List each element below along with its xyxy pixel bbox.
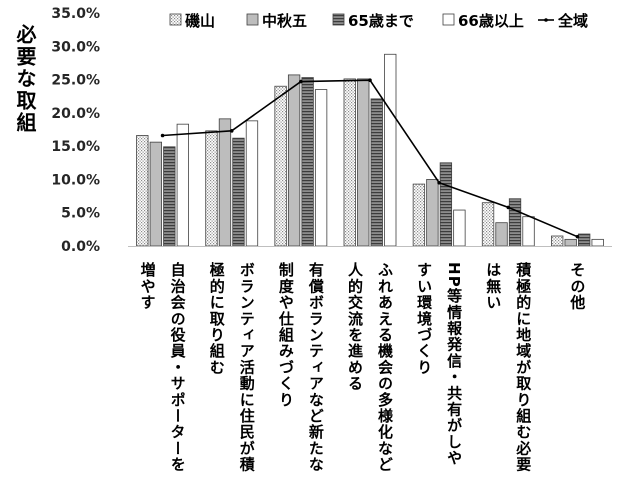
legend-label: 磯山 bbox=[185, 12, 215, 30]
y-axis: 0.0% 5.0% 10.0% 15.0% 20.0% 25.0% 30.0% 35.0% bbox=[51, 6, 100, 255]
y-tick-label: 0.0% bbox=[61, 239, 100, 255]
bar bbox=[245, 120, 259, 247]
bar bbox=[163, 146, 176, 247]
legend: 磯山 中秋五 65歳まで 66歳以上 全域 bbox=[169, 12, 588, 30]
overall-line bbox=[160, 78, 580, 239]
category-label: ふれあえる機会の多様化など bbox=[376, 262, 394, 473]
category-label: ボランティア活動に住民が積 bbox=[238, 262, 256, 473]
bar bbox=[314, 89, 328, 247]
bar bbox=[412, 183, 426, 247]
legend-swatch bbox=[442, 13, 455, 26]
bar bbox=[218, 118, 232, 247]
bar bbox=[439, 162, 453, 247]
bar bbox=[453, 209, 466, 247]
legend-label: 全域 bbox=[557, 12, 588, 30]
bar bbox=[176, 123, 189, 247]
legend-label: 65歳まで bbox=[348, 12, 414, 30]
bar bbox=[578, 233, 591, 247]
bar bbox=[287, 74, 301, 247]
category-label: その他 bbox=[568, 262, 586, 311]
legend-marker bbox=[544, 18, 548, 22]
bar bbox=[426, 179, 439, 247]
category-label: HP等情報発信・共有がしや bbox=[445, 262, 463, 466]
bar bbox=[136, 135, 149, 247]
category-label: 制度や仕組みづくり bbox=[277, 261, 295, 408]
y-tick-label: 10.0% bbox=[51, 172, 100, 188]
category-label: 人的交流を進める bbox=[346, 262, 364, 392]
category-label: 極的に取り組む bbox=[208, 261, 226, 375]
legend-label: 66歳以上 bbox=[458, 12, 524, 30]
line-point bbox=[229, 129, 234, 133]
y-axis-title: 必要な取組 bbox=[13, 23, 37, 134]
y-tick-label: 15.0% bbox=[51, 139, 100, 155]
category-label: は無い bbox=[484, 262, 502, 311]
bar bbox=[522, 216, 535, 247]
y-axis-title-text: 必要な取組 bbox=[13, 23, 37, 134]
line-point bbox=[160, 133, 165, 138]
line-point bbox=[437, 180, 441, 185]
bar bbox=[495, 222, 508, 247]
y-tick-label: 25.0% bbox=[51, 73, 100, 89]
bar bbox=[591, 238, 604, 247]
category-label: 自治会の役員・サポーターを bbox=[169, 261, 187, 472]
bar bbox=[232, 137, 245, 247]
category-label: 有償ボランティアなど新たな bbox=[307, 261, 325, 472]
bar bbox=[205, 130, 218, 247]
line-point bbox=[575, 234, 580, 239]
bars bbox=[136, 53, 604, 247]
line-point bbox=[368, 78, 372, 83]
bar bbox=[481, 202, 495, 247]
legend-swatch bbox=[169, 13, 182, 26]
bar bbox=[370, 98, 383, 247]
legend-label: 中秋五 bbox=[262, 12, 307, 30]
line-point bbox=[506, 205, 511, 210]
bar bbox=[508, 198, 522, 247]
bar bbox=[564, 238, 577, 247]
category-label: すい環境づくり bbox=[415, 262, 433, 375]
bar bbox=[551, 235, 564, 247]
bar bbox=[357, 78, 370, 247]
bar bbox=[149, 141, 162, 247]
bar bbox=[274, 85, 287, 247]
bar bbox=[384, 53, 397, 247]
y-tick-label: 5.0% bbox=[61, 206, 100, 222]
bar bbox=[301, 77, 314, 247]
legend-swatch bbox=[246, 13, 259, 26]
line-point bbox=[299, 79, 303, 84]
y-tick-label: 30.0% bbox=[51, 39, 100, 55]
y-tick-label: 35.0% bbox=[51, 6, 100, 22]
y-tick-label: 20.0% bbox=[51, 106, 100, 122]
bar bbox=[343, 78, 356, 247]
legend-swatch bbox=[332, 13, 345, 26]
category-label: 積極的に地域が取り組む必要 bbox=[514, 261, 532, 472]
category-label: 増やす bbox=[139, 261, 157, 310]
